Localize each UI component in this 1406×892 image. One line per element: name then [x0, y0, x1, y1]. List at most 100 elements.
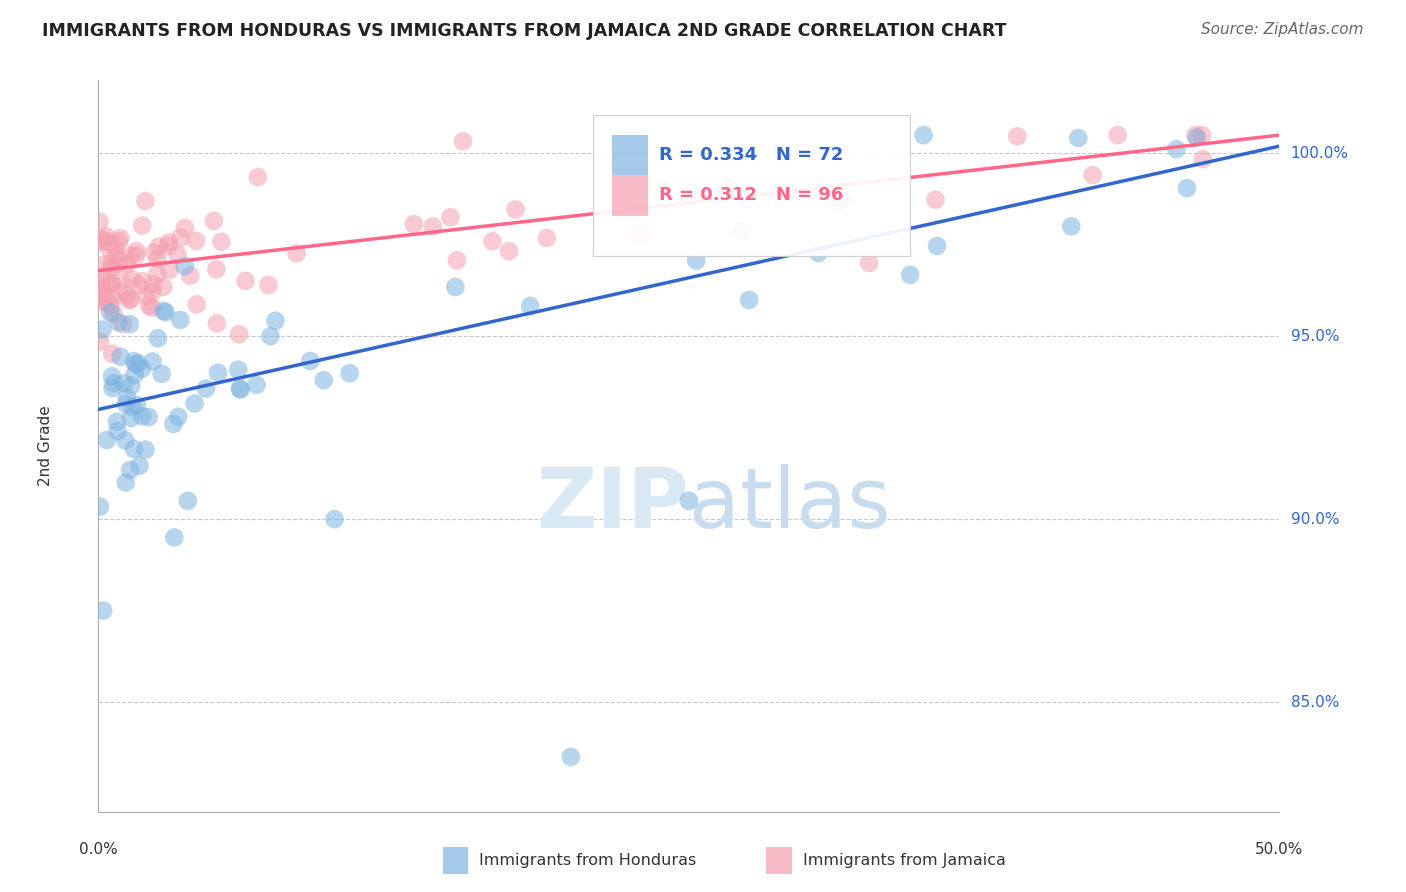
Point	[519, 299, 541, 313]
Point	[90, 281, 112, 295]
Point	[402, 217, 425, 231]
Point	[131, 409, 153, 423]
Point	[209, 235, 232, 249]
Point	[259, 329, 281, 343]
Point	[98, 305, 121, 319]
Point	[142, 354, 165, 368]
Point	[101, 369, 124, 384]
Point	[157, 235, 180, 250]
Point	[174, 221, 197, 235]
Point	[138, 409, 160, 424]
Point	[1175, 181, 1198, 195]
Point	[114, 434, 136, 448]
Point	[246, 170, 269, 185]
Text: Immigrants from Honduras: Immigrants from Honduras	[479, 854, 697, 868]
Point	[141, 285, 163, 300]
Point	[120, 463, 142, 477]
Point	[135, 289, 157, 303]
Point	[1067, 131, 1090, 145]
Point	[536, 231, 558, 245]
Point	[104, 241, 127, 255]
Point	[90, 275, 112, 289]
Point	[103, 307, 125, 321]
Point	[186, 234, 208, 248]
Point	[1107, 128, 1129, 143]
Text: 85.0%: 85.0%	[1291, 695, 1339, 709]
Point	[100, 244, 122, 258]
Point	[101, 347, 124, 361]
Text: 90.0%: 90.0%	[1291, 512, 1339, 526]
Point	[121, 272, 143, 286]
Point	[229, 383, 252, 397]
Text: ZIP: ZIP	[537, 464, 689, 545]
Point	[1060, 219, 1083, 234]
Point	[446, 253, 468, 268]
Point	[738, 293, 761, 307]
Point	[103, 376, 125, 391]
Point	[100, 260, 122, 274]
Point	[194, 382, 217, 396]
Point	[858, 256, 880, 270]
Point	[127, 356, 149, 370]
Point	[107, 316, 129, 330]
Point	[628, 226, 651, 240]
Point	[93, 287, 115, 301]
Point	[898, 268, 921, 282]
Point	[439, 211, 461, 225]
Point	[91, 294, 114, 309]
Point	[1081, 168, 1104, 182]
Point	[924, 193, 946, 207]
Point	[100, 257, 122, 271]
Text: 50.0%: 50.0%	[1256, 842, 1303, 857]
Text: Immigrants from Jamaica: Immigrants from Jamaica	[803, 854, 1005, 868]
Point	[115, 288, 138, 302]
Point	[110, 231, 132, 245]
Point	[110, 350, 132, 364]
Point	[1185, 130, 1208, 145]
Point	[118, 293, 141, 308]
Point	[131, 361, 153, 376]
Point	[163, 531, 186, 545]
Point	[257, 277, 280, 292]
Point	[141, 301, 163, 315]
Point	[98, 235, 121, 250]
Point	[264, 314, 287, 328]
Point	[685, 253, 707, 268]
Point	[229, 382, 252, 396]
Point	[138, 299, 160, 313]
Text: 0.0%: 0.0%	[79, 842, 118, 857]
Point	[146, 252, 169, 266]
Point	[716, 183, 738, 197]
Point	[89, 500, 111, 514]
Point	[120, 292, 142, 306]
Point	[108, 285, 131, 299]
Point	[110, 273, 132, 287]
Point	[117, 257, 139, 271]
Point	[444, 280, 467, 294]
Point	[451, 135, 474, 149]
Point	[124, 368, 146, 382]
Point	[96, 433, 118, 447]
Point	[152, 304, 174, 318]
Point	[94, 272, 117, 286]
Text: R = 0.334   N = 72: R = 0.334 N = 72	[659, 145, 844, 164]
Point	[143, 245, 166, 260]
Point	[120, 378, 142, 392]
Point	[128, 458, 150, 473]
Point	[89, 215, 111, 229]
Point	[107, 424, 129, 438]
Point	[89, 292, 111, 306]
Point	[105, 249, 128, 263]
Point	[100, 299, 122, 313]
Text: Source: ZipAtlas.com: Source: ZipAtlas.com	[1201, 22, 1364, 37]
Point	[169, 230, 191, 244]
Point	[94, 257, 117, 271]
Point	[89, 235, 111, 250]
Point	[339, 366, 361, 380]
Point	[226, 362, 249, 376]
Point	[228, 327, 250, 342]
Text: 95.0%: 95.0%	[1291, 329, 1339, 343]
Point	[150, 367, 173, 381]
Point	[148, 239, 170, 253]
Point	[1191, 153, 1213, 167]
